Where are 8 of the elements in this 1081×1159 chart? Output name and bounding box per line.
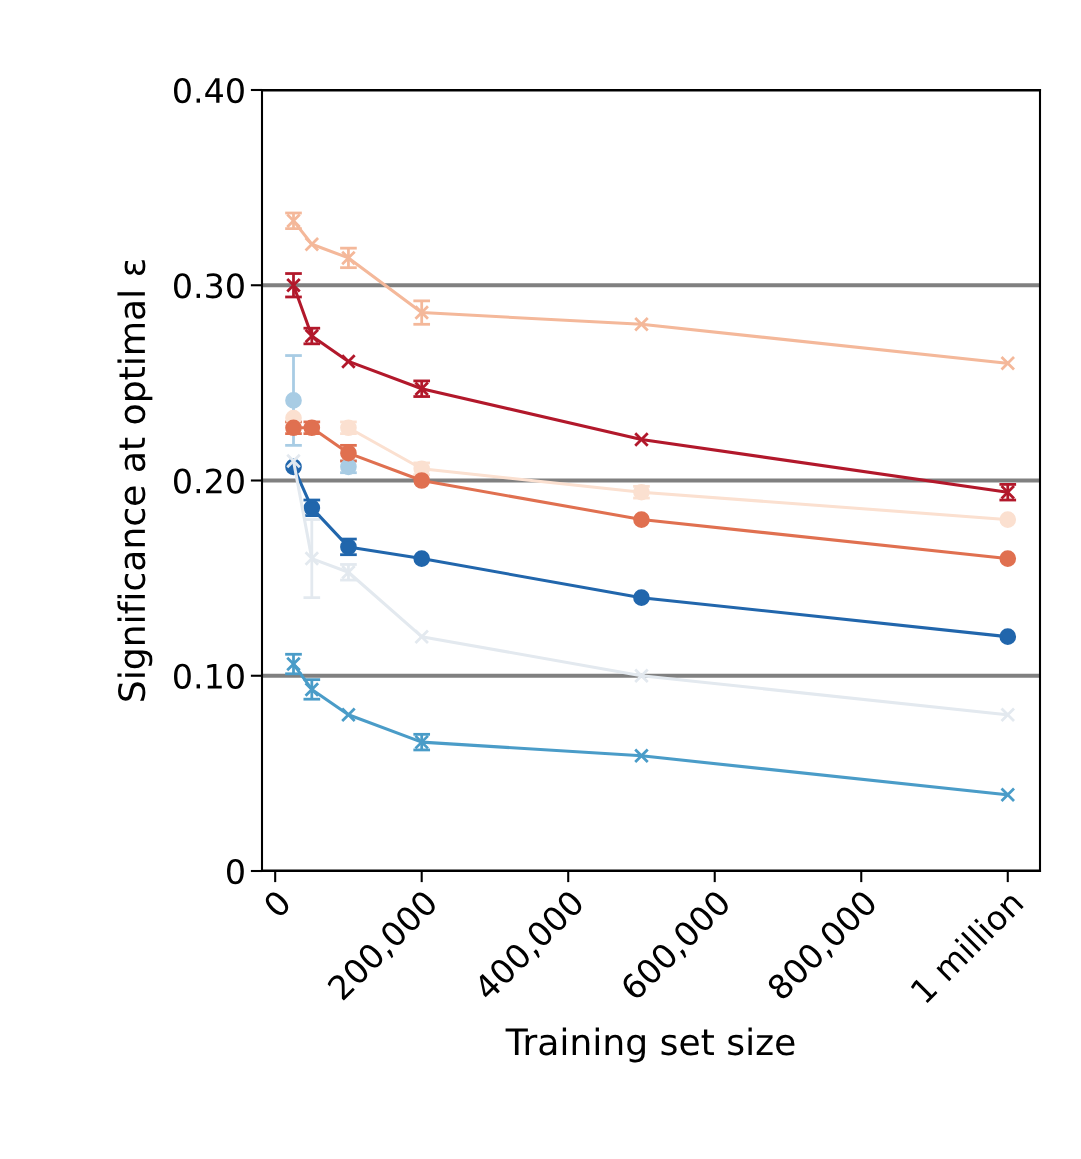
y-tick-label: 0.30	[174, 273, 244, 299]
y-tick-label: 0.20	[174, 468, 244, 494]
y-axis-title: Significance at optimal ε	[117, 260, 153, 701]
y-tick-label: 0.40	[174, 77, 244, 104]
y-tick-label: 0	[227, 858, 244, 885]
x-tick-label: 0	[262, 888, 292, 919]
y-tick-label: 0.10	[174, 663, 244, 689]
x-axis-title: Training set size	[505, 1027, 795, 1063]
